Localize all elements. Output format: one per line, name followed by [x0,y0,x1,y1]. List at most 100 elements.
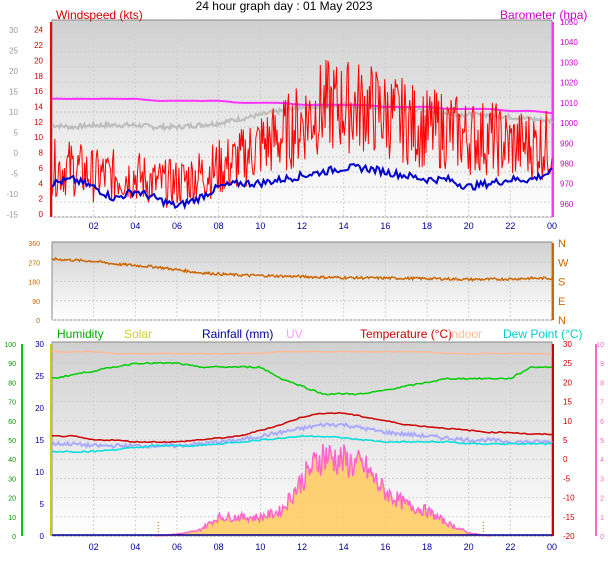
y-tick-uv-4: 4 [600,457,604,464]
y-tick-humidity-10: 10 [8,515,16,522]
y-tick-kts-18: 18 [34,72,43,81]
x-tick-p3-00: 00 [547,542,557,552]
y-tick-hpa-990: 990 [560,139,574,148]
x-tick-p1-14: 14 [339,221,349,231]
x-tick-p3-06: 06 [172,542,182,552]
y-tick-kts-0: 0 [39,210,44,219]
y-tick-dir-180: 180 [28,280,40,287]
barometer-legend: Barometer (hpa) [500,8,587,22]
y-tick-uv-9: 9 [600,361,604,368]
humidity-line [51,361,553,396]
y-tick-uv-2: 2 [600,496,604,503]
y-tick-temp--15: -15 [563,513,575,522]
y-tick-uv-0: 0 [600,534,604,541]
y-tick-temp-0: 0 [563,455,568,464]
rainfall-legend: Rainfall (mm) [202,327,273,341]
y-tick-hpa-1050: 1050 [560,18,578,27]
x-tick-p3-08: 08 [214,542,224,552]
y-tick-humidity-60: 60 [8,419,16,426]
y-tick-hpa-1010: 1010 [560,99,578,108]
x-tick-p3-10: 10 [255,542,265,552]
y-tick-temp-20: 20 [563,378,572,387]
y-tick-aux--15: -15 [6,211,18,220]
y-tick-uv-6: 6 [600,419,604,426]
y-tick-aux-30: 30 [9,26,18,35]
axis-labels: 0202040406060808101012121414161618182020… [4,18,604,552]
uv-legend: UV [286,327,303,341]
y-tick-dir-360: 360 [28,241,40,248]
y-tick-humidity-90: 90 [8,361,16,368]
y-tick-dir-270: 270 [28,260,40,267]
y-tick-solar-30: 30 [35,340,44,349]
y-tick-solar-5: 5 [40,500,45,509]
dewpoint-line [51,434,553,454]
x-tick-p1-20: 20 [464,221,474,231]
y-dir-label-1: W [558,257,569,269]
y-tick-humidity-30: 30 [8,476,16,483]
y-tick-uv-10: 10 [596,342,604,349]
x-tick-p1-10: 10 [255,221,265,231]
x-tick-p3-22: 22 [505,542,515,552]
y-tick-solar-10: 10 [35,468,44,477]
y-tick-kts-4: 4 [39,179,44,188]
barometer-line [51,97,553,115]
x-tick-p3-16: 16 [380,542,390,552]
y-tick-aux-20: 20 [9,67,18,76]
y-tick-hpa-1020: 1020 [560,79,578,88]
y-tick-dir-0: 0 [36,318,40,325]
windspeed-legend: Windspeed (kts) [56,8,143,22]
x-tick-p3-14: 14 [339,542,349,552]
x-tick-p1-18: 18 [422,221,432,231]
x-tick-p3-20: 20 [464,542,474,552]
y-tick-kts-14: 14 [34,102,43,111]
y-tick-aux--5: -5 [11,170,19,179]
dewpoint-legend: Dew Point (°C) [503,327,582,341]
x-tick-p1-12: 12 [297,221,307,231]
y-dir-label-2: S [558,277,565,289]
temperature-line [51,411,553,444]
humidity-legend: Humidity [57,327,104,341]
wind-direction-line [51,256,553,282]
y-tick-aux-5: 5 [14,129,19,138]
wind-average-line [51,163,553,211]
y-tick-hpa-1000: 1000 [560,119,578,128]
x-tick-p3-04: 04 [130,542,140,552]
chart-title: 24 hour graph day : 01 May 2023 [196,0,373,13]
y-tick-hpa-970: 970 [560,180,574,189]
x-tick-p1-16: 16 [380,221,390,231]
y-tick-uv-7: 7 [600,400,604,407]
y-tick-aux--10: -10 [6,190,18,199]
y-tick-temp--5: -5 [563,474,571,483]
x-tick-p3-18: 18 [422,542,432,552]
y-dir-label-3: E [558,296,565,308]
y-tick-hpa-980: 980 [560,159,574,168]
chart-series [51,59,553,537]
y-tick-humidity-50: 50 [8,438,16,445]
x-tick-p1-04: 04 [130,221,140,231]
y-tick-aux-15: 15 [9,88,18,97]
x-tick-p1-00: 00 [547,221,557,231]
y-tick-temp-5: 5 [563,436,568,445]
gray-trend-line [51,100,553,132]
y-tick-hpa-1040: 1040 [560,38,578,47]
y-tick-humidity-70: 70 [8,400,16,407]
y-tick-temp--20: -20 [563,532,575,541]
indoor-line [51,350,553,355]
x-tick-p1-02: 02 [89,221,99,231]
y-tick-kts-22: 22 [34,41,43,50]
x-tick-p1-08: 08 [214,221,224,231]
y-tick-humidity-0: 0 [12,534,16,541]
y-tick-solar-0: 0 [40,532,45,541]
y-tick-humidity-40: 40 [8,457,16,464]
temperature-legend: Temperature (°C) [360,327,452,341]
y-tick-kts-6: 6 [39,164,44,173]
y-tick-temp-15: 15 [563,398,572,407]
y-tick-kts-10: 10 [34,133,43,142]
y-tick-kts-16: 16 [34,87,43,96]
y-tick-hpa-1030: 1030 [560,58,578,67]
y-tick-kts-24: 24 [34,26,43,35]
x-tick-p3-12: 12 [297,542,307,552]
y-tick-humidity-100: 100 [4,342,16,349]
y-tick-uv-3: 3 [600,476,604,483]
